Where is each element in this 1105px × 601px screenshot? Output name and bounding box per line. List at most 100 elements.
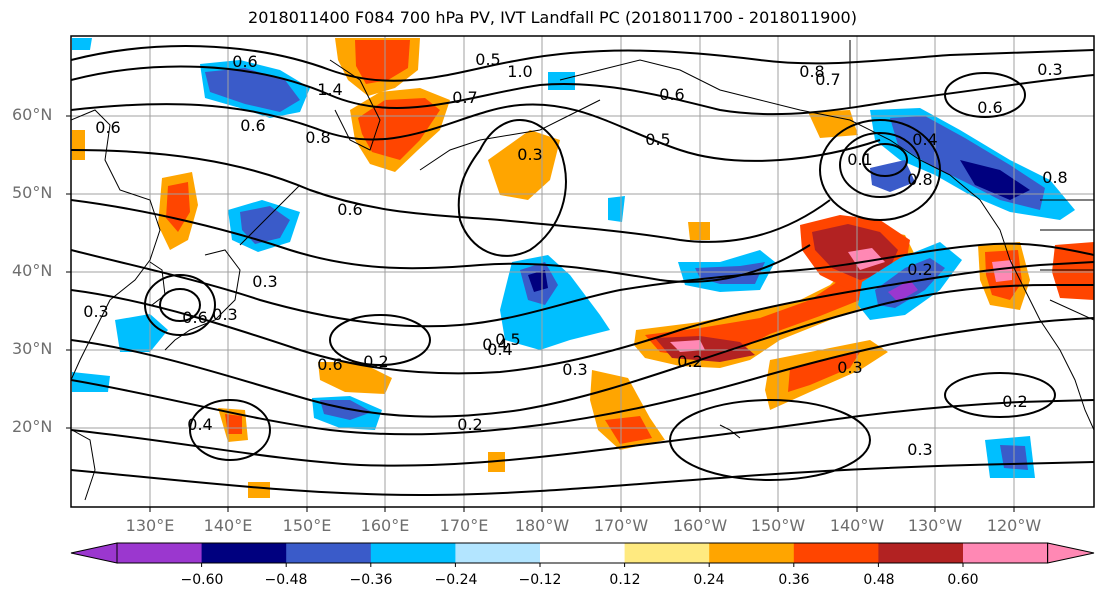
shade-positive <box>355 40 410 84</box>
contour-label: 0.6 <box>977 98 1002 117</box>
graticule <box>71 36 1094 507</box>
shade-negative <box>528 270 548 292</box>
contour-label: 0.4 <box>487 340 512 359</box>
lat-label: 50°N <box>12 183 53 202</box>
lon-label: 140°E <box>203 516 253 535</box>
contour-label: 0.2 <box>907 260 932 279</box>
contour-label: 0.2 <box>457 415 482 434</box>
colorbar-tick-label: 0.12 <box>609 572 641 588</box>
contour-label: 0.6 <box>95 118 120 137</box>
lon-label: 170°W <box>593 516 649 535</box>
contour-label: 0.4 <box>187 415 212 434</box>
contours <box>71 45 1094 497</box>
lon-label: 180°W <box>514 516 570 535</box>
contour-label: 0.6 <box>240 116 265 135</box>
coast-nwna <box>949 174 1094 431</box>
contour-label: 0.3 <box>252 272 277 291</box>
lat-label: 30°N <box>12 339 53 358</box>
colorbar-tick-label: −0.48 <box>264 572 308 588</box>
contour-label: 0.6 <box>337 200 362 219</box>
contour-label: 0.8 <box>1042 168 1067 187</box>
colorbar-tick-label: 0.36 <box>778 572 810 588</box>
contour-label: 0.8 <box>799 62 824 81</box>
contour-label: 0.4 <box>912 130 937 149</box>
shade-negative <box>115 314 168 352</box>
lon-label: 160°E <box>360 516 410 535</box>
border-canada <box>849 40 1094 201</box>
contour-label: 0.4 <box>482 335 507 354</box>
lon-label: 130°E <box>125 516 175 535</box>
shade-positive <box>645 240 905 358</box>
lon-label: 150°W <box>750 516 806 535</box>
shade-negative <box>72 38 92 50</box>
shade-positive <box>808 110 858 138</box>
lon-label: 160°W <box>672 516 728 535</box>
lat-label: 60°N <box>12 105 53 124</box>
coast-korea <box>149 261 166 306</box>
colorbar-tick-label: −0.24 <box>434 572 478 588</box>
contour-label: 0.2 <box>363 352 388 371</box>
contour-label: 0.2 <box>1002 392 1027 411</box>
coast-asia <box>71 109 161 381</box>
colorbar-tick-label: 0.60 <box>947 572 979 588</box>
colorbar-tick-label: −0.12 <box>518 572 562 588</box>
lon-label: 140°W <box>829 516 885 535</box>
map-title: 2018011400 F084 700 hPa PV, IVT Landfall… <box>248 8 857 27</box>
shade-negative <box>548 72 575 90</box>
contour-label: 0.3 <box>83 302 108 321</box>
shade-positive <box>72 130 85 160</box>
shade-negative <box>960 160 1030 200</box>
border-states <box>1040 229 1094 321</box>
shade-positive <box>358 98 440 160</box>
shade-positive <box>688 222 710 240</box>
contour-label: 0.5 <box>475 50 500 69</box>
coast-aleutians <box>419 99 601 171</box>
lat-label: 40°N <box>12 261 53 280</box>
shade-negative <box>72 372 110 392</box>
contour-label: 0.3 <box>562 360 587 379</box>
shade-negative <box>888 280 918 302</box>
shade-positive <box>608 196 625 222</box>
lon-label: 150°E <box>282 516 332 535</box>
shade-negative <box>240 206 290 244</box>
shade-negative <box>205 68 300 112</box>
shade-positive <box>670 340 705 352</box>
shade-positive <box>318 362 392 394</box>
shade-positive <box>788 352 860 392</box>
coast-japan <box>164 249 241 351</box>
contour-label: 0.7 <box>815 70 840 89</box>
contour-label: 0.8 <box>907 170 932 189</box>
shade-positive <box>248 482 270 498</box>
lon-label: 170°E <box>439 516 489 535</box>
contour-label: 0.6 <box>317 355 342 374</box>
coast-alaska <box>559 59 951 176</box>
contour-label: 0.6 <box>659 85 684 104</box>
coast-kurils <box>239 184 301 246</box>
contour-label: 0.5 <box>645 130 670 149</box>
contour-label: 0.6 <box>182 308 207 327</box>
contour-labels: 0.60.60.81.4 0.70.60.61.00.50.50.60.80.70… <box>83 50 1067 459</box>
coast-hawaii <box>719 424 741 439</box>
contour-label: 1.0 <box>507 62 532 81</box>
shade-positive <box>488 130 560 200</box>
tick-marks <box>66 115 1015 512</box>
lat-label: 20°N <box>12 417 53 436</box>
contour-label: 1.4 <box>317 80 342 99</box>
lon-label: 130°W <box>907 516 963 535</box>
contour-label: 0.5 <box>495 330 520 349</box>
colorbar-tick-label: −0.60 <box>180 572 224 588</box>
contour-label: 0.7 <box>452 88 477 107</box>
contour-label: 0.3 <box>212 305 237 324</box>
colorbar-tick-label: 0.48 <box>863 572 895 588</box>
contour-label: 0.3 <box>1037 60 1062 79</box>
contour-label: 0.6 <box>232 52 257 71</box>
colorbar-tick-label: −0.36 <box>349 572 393 588</box>
contour-label: 0.3 <box>517 145 542 164</box>
contour-label: 0.2 <box>677 352 702 371</box>
contour-label: 0.1 <box>847 150 872 169</box>
shade-positive <box>225 414 242 434</box>
shade-positive <box>605 416 652 444</box>
coast-philippines <box>71 429 96 501</box>
contour-label: 0.8 <box>305 128 330 147</box>
